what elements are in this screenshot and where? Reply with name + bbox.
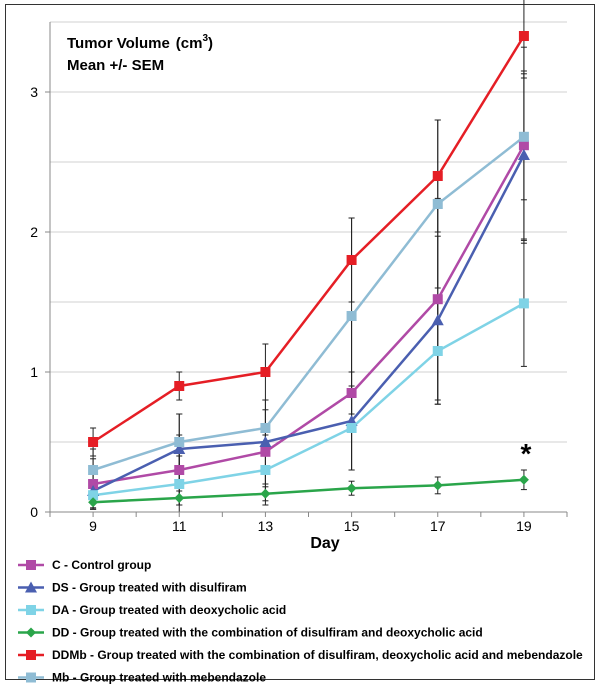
legend-marker bbox=[26, 560, 36, 570]
series-line bbox=[92, 144, 526, 486]
data-point bbox=[346, 255, 357, 265]
data-point bbox=[518, 31, 529, 41]
y-tick-labels: 0 1 2 3 bbox=[30, 84, 38, 520]
data-point bbox=[260, 446, 271, 457]
chart-title: Tumor Volume (cm3) bbox=[67, 33, 213, 52]
legend-marker bbox=[26, 605, 36, 615]
data-point bbox=[517, 149, 530, 160]
data-point bbox=[432, 294, 443, 305]
y-tick-label: 0 bbox=[30, 504, 38, 520]
data-point bbox=[518, 298, 529, 309]
x-tick-label: 11 bbox=[172, 518, 187, 534]
significance-asterisk: * bbox=[520, 438, 531, 469]
x-tick-label: 17 bbox=[430, 518, 446, 534]
legend-label: Mb - Group treated with mebendazole bbox=[52, 671, 266, 684]
y-tick-label: 3 bbox=[30, 84, 38, 100]
legend-item: DS - Group treated with disulfiram bbox=[18, 581, 247, 595]
chart-frame bbox=[5, 4, 595, 680]
legend-marker bbox=[26, 672, 36, 683]
chart-subtitle: Mean +/- SEM bbox=[67, 57, 164, 74]
data-point bbox=[174, 465, 185, 475]
data-point bbox=[88, 490, 99, 501]
data-point bbox=[88, 479, 99, 489]
x-tick-label: 15 bbox=[344, 518, 360, 534]
series-line bbox=[92, 302, 525, 497]
legend-label: C - Control group bbox=[52, 558, 151, 572]
series-markers bbox=[87, 31, 530, 508]
data-point bbox=[260, 367, 271, 377]
data-point bbox=[174, 437, 185, 447]
data-point bbox=[173, 443, 186, 454]
legend: C - Control group DS - Group treated with… bbox=[18, 558, 583, 684]
legend-label: DA - Group treated with deoxycholic acid bbox=[52, 603, 286, 617]
data-point bbox=[432, 171, 443, 181]
grid-lines bbox=[50, 21, 567, 443]
data-point bbox=[174, 493, 185, 503]
series-line bbox=[92, 154, 526, 493]
legend-marker bbox=[26, 650, 36, 660]
series-line bbox=[93, 478, 524, 504]
data-point bbox=[88, 437, 99, 447]
axes bbox=[45, 22, 568, 517]
legend-label: DD - Group treated with the combination … bbox=[52, 626, 483, 640]
data-point bbox=[518, 131, 529, 142]
data-point bbox=[260, 423, 271, 433]
legend-item: DD - Group treated with the combination … bbox=[18, 626, 483, 640]
data-point bbox=[346, 388, 357, 398]
data-point bbox=[174, 381, 185, 391]
data-point bbox=[88, 497, 99, 508]
legend-label: DS - Group treated with disulfiram bbox=[52, 581, 247, 595]
x-axis-title: Day bbox=[310, 535, 339, 552]
data-point bbox=[432, 480, 443, 491]
data-point bbox=[432, 199, 443, 209]
y-tick-label: 2 bbox=[30, 224, 38, 240]
x-tick-labels: 9 11 13 15 17 19 bbox=[89, 518, 532, 534]
legend-marker bbox=[26, 627, 36, 638]
series-line bbox=[92, 135, 525, 472]
legend-item: DA - Group treated with deoxycholic acid bbox=[18, 603, 286, 617]
legend-item: C - Control group bbox=[18, 558, 151, 572]
data-point bbox=[432, 346, 443, 356]
data-point bbox=[518, 140, 529, 151]
series-lines bbox=[92, 35, 526, 504]
data-point bbox=[346, 423, 357, 433]
legend-label: DDMb - Group treated with the combinatio… bbox=[52, 648, 583, 662]
x-tick-label: 13 bbox=[258, 518, 274, 534]
data-point bbox=[260, 465, 271, 475]
legend-item: Mb - Group treated with mebendazole bbox=[18, 671, 266, 684]
y-tick-label: 1 bbox=[30, 364, 38, 380]
legend-marker bbox=[25, 581, 37, 593]
data-point bbox=[259, 436, 272, 447]
data-point bbox=[88, 465, 99, 475]
data-point bbox=[346, 483, 357, 494]
x-tick-label: 19 bbox=[516, 518, 532, 534]
data-point bbox=[346, 311, 357, 321]
data-point bbox=[260, 488, 271, 499]
x-tick-label: 9 bbox=[89, 518, 97, 534]
data-point bbox=[431, 314, 444, 326]
series-line bbox=[92, 35, 525, 444]
legend-item: DDMb - Group treated with the combinatio… bbox=[18, 648, 583, 662]
data-point bbox=[518, 474, 529, 485]
data-point bbox=[174, 479, 185, 489]
